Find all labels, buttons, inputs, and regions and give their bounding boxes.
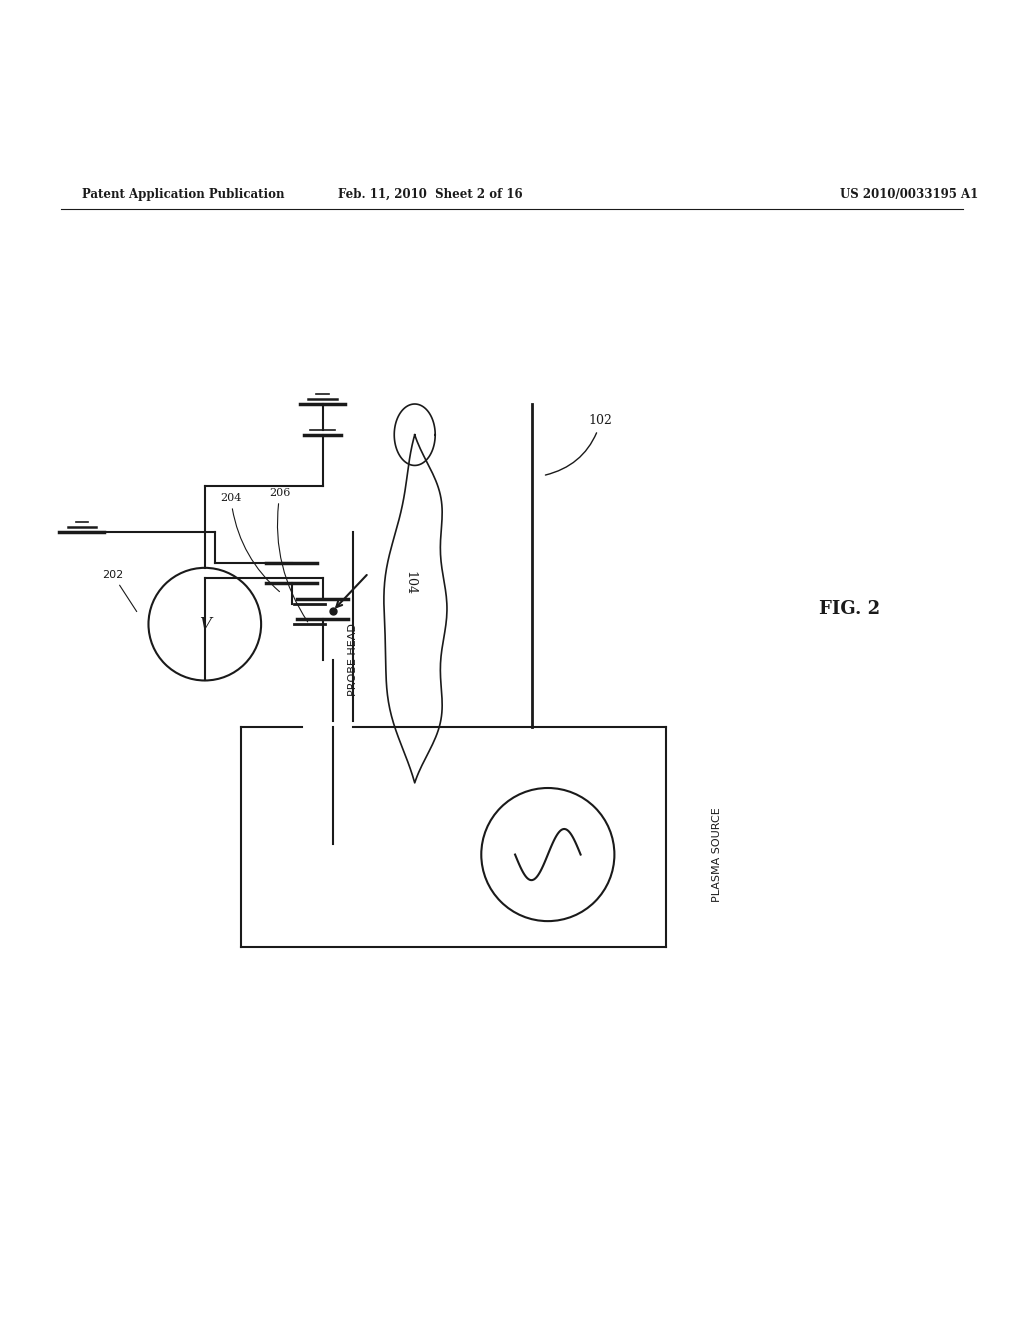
- Text: FIG. 2: FIG. 2: [819, 599, 881, 618]
- Text: US 2010/0033195 A1: US 2010/0033195 A1: [840, 187, 978, 201]
- Text: PROBE HEAD: PROBE HEAD: [348, 623, 358, 697]
- Text: 204: 204: [220, 494, 280, 591]
- Text: 206: 206: [269, 488, 307, 622]
- Text: 102: 102: [546, 414, 612, 475]
- Text: 104: 104: [403, 572, 416, 595]
- Text: Feb. 11, 2010  Sheet 2 of 16: Feb. 11, 2010 Sheet 2 of 16: [338, 187, 522, 201]
- Text: 202: 202: [102, 570, 137, 611]
- Text: PLASMA SOURCE: PLASMA SOURCE: [712, 808, 722, 902]
- Text: Patent Application Publication: Patent Application Publication: [82, 187, 285, 201]
- Text: V: V: [199, 615, 211, 632]
